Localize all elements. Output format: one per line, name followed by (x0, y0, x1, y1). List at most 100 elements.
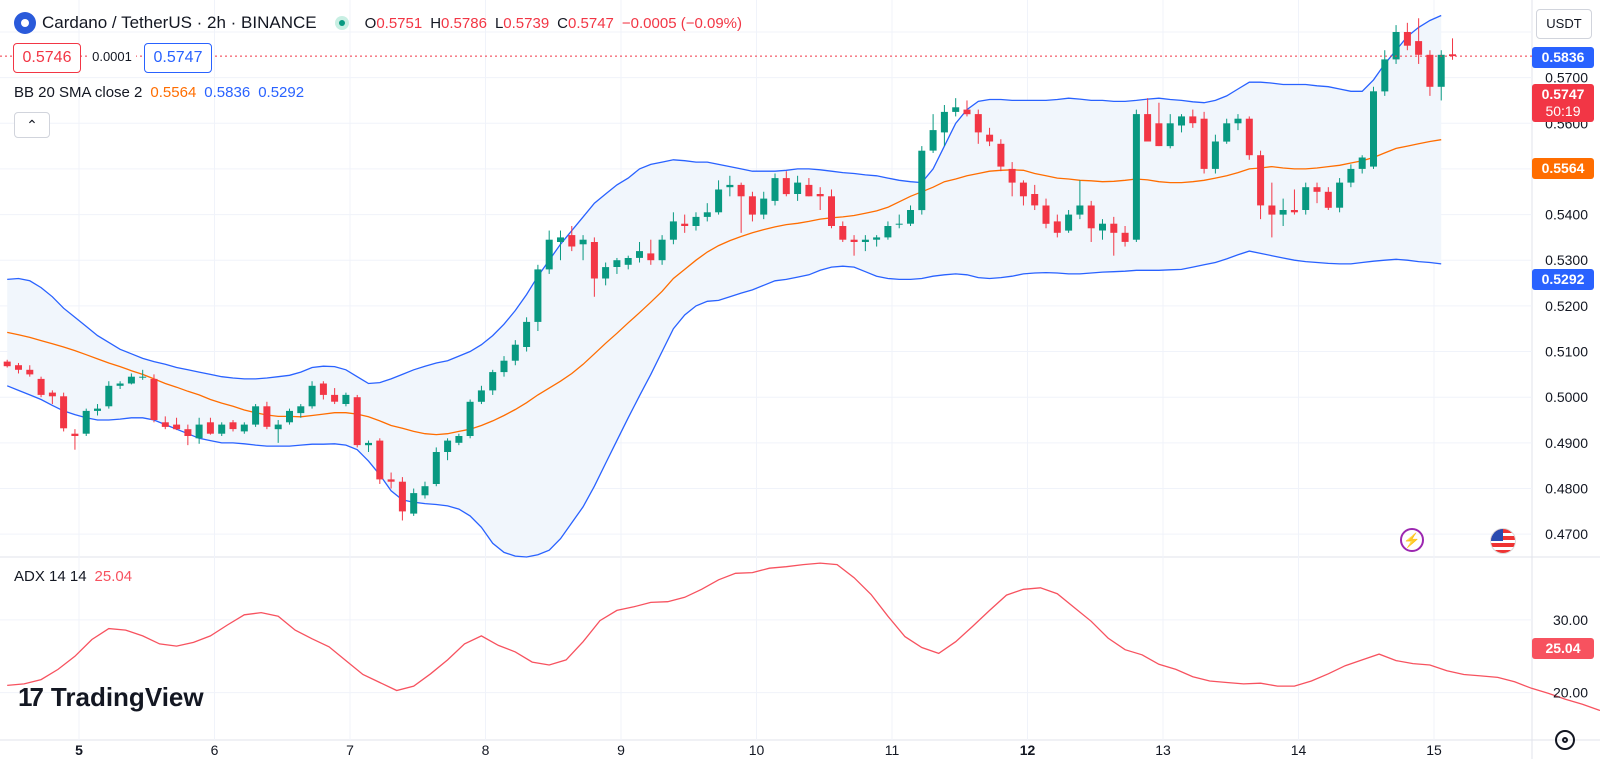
candle-body (116, 383, 124, 386)
candle-body (715, 189, 723, 213)
candle-body (545, 239, 553, 270)
time-tick-label: 14 (1291, 742, 1307, 758)
candle-body (1031, 194, 1039, 206)
candle-body (1110, 223, 1118, 233)
candle-body (489, 372, 497, 391)
market-open-icon (334, 16, 349, 30)
price-axis[interactable]: 0.4700 0.4800 0.4900 0.5000 0.5100 0.5200 0.53… (1545, 24, 1588, 701)
time-tick-label: 10 (749, 742, 765, 758)
candle-body (1065, 214, 1073, 231)
bb-upper-line (7, 14, 1442, 385)
collapse-legend-button[interactable]: ⌃ (14, 112, 50, 138)
candle-body (1008, 168, 1016, 183)
candle-body (297, 406, 305, 414)
time-axis[interactable]: 5 6 7 8 9 10 11 12 13 14 15 (75, 742, 1442, 758)
symbol-header: Cardano / TetherUS · 2h · BINANCE O0.575… (14, 10, 742, 36)
sell-price-button[interactable]: 0.5746 (13, 43, 81, 73)
bar-countdown: 50:19 (1545, 103, 1581, 119)
candle-body (669, 221, 677, 240)
candle-body (206, 422, 214, 434)
candle-body (1302, 187, 1310, 210)
flash-icon[interactable]: ⚡ (1400, 528, 1424, 552)
settings-gear-icon[interactable] (1555, 730, 1575, 750)
candle-body (15, 365, 22, 370)
time-tick-label: 9 (617, 742, 625, 758)
candle-body (828, 196, 835, 226)
candle-body (748, 196, 756, 215)
candle-body (1381, 59, 1389, 92)
candle-body (1178, 116, 1185, 126)
candle-body (444, 440, 452, 452)
price-tick-label: 0.5300 (1545, 252, 1588, 268)
ohlc-change: −0.0005 (−0.09%) (621, 14, 742, 32)
time-tick-label: 6 (211, 742, 219, 758)
candle-body (737, 184, 745, 197)
candle-body (782, 178, 790, 195)
candle-body (940, 111, 948, 133)
candle-body (647, 253, 655, 261)
candle-body (568, 235, 576, 247)
candle-body (286, 410, 293, 423)
candle-body (342, 394, 350, 404)
candle-body (771, 178, 779, 201)
candle-body (1313, 187, 1321, 192)
candle-body (1155, 123, 1163, 147)
bb-upper-price-tag: 0.5836 (1532, 47, 1594, 68)
cardano-coin-icon (14, 12, 36, 34)
candle-body (1403, 32, 1411, 46)
candle-body (986, 134, 994, 142)
candle-body (37, 378, 45, 395)
candle-body (658, 239, 666, 261)
candle-body (997, 143, 1005, 167)
adx-legend-name: ADX 14 14 (14, 568, 87, 585)
candle-body (1437, 54, 1445, 87)
candle-body (331, 394, 339, 402)
candle-body (918, 150, 926, 211)
bb-fill-area (7, 15, 1442, 557)
price-tick-label: 0.5400 (1545, 207, 1588, 223)
bollinger-bands (6, 14, 1442, 558)
ohlc-open: O0.5751 (364, 14, 423, 32)
candle-body (534, 269, 542, 322)
chevron-up-icon: ⌃ (26, 117, 38, 133)
candle-body (895, 223, 903, 225)
candle-body (884, 226, 892, 238)
candle-body (1290, 210, 1298, 213)
candle-body (692, 216, 700, 226)
candle-body (60, 396, 68, 429)
adx-legend[interactable]: ADX 14 14 25.04 (14, 568, 132, 585)
price-tick-label: 0.4900 (1545, 435, 1588, 451)
candle-body (850, 239, 858, 242)
candle-body (1449, 54, 1456, 57)
buy-price-button[interactable]: 0.5747 (144, 43, 212, 73)
candle-body (500, 360, 508, 373)
candle-body (398, 481, 406, 512)
candle-body (613, 260, 621, 267)
candle-body (579, 239, 587, 245)
symbol-title[interactable]: Cardano / TetherUS · 2h · BINANCE (42, 13, 317, 32)
candle-body (421, 486, 429, 496)
time-tick-label: 15 (1426, 742, 1442, 758)
candle-body (161, 422, 169, 427)
bb-legend[interactable]: BB 20 SMA close 2 0.5564 0.5836 0.5292 (14, 84, 304, 101)
us-flag-icon[interactable] (1490, 528, 1516, 554)
candles (0, 18, 1532, 521)
candle-body (455, 436, 463, 443)
candle-body (873, 237, 881, 240)
candle-body (523, 321, 531, 347)
bb-basis-line (7, 139, 1442, 436)
candle-body (839, 226, 847, 240)
tradingview-logo[interactable]: 17 TradingView (18, 682, 204, 713)
spread-value: 0.0001 (88, 43, 136, 71)
candle-body (173, 424, 181, 430)
candle-body (1166, 123, 1174, 147)
candle-body (1336, 182, 1344, 208)
time-tick-label: 12 (1020, 742, 1036, 758)
candle-body (1189, 116, 1197, 124)
candle-body (794, 182, 802, 194)
time-tick-label: 11 (885, 742, 900, 758)
currency-button[interactable]: USDT (1536, 9, 1592, 39)
price-tick-label: 0.5700 (1545, 70, 1588, 86)
